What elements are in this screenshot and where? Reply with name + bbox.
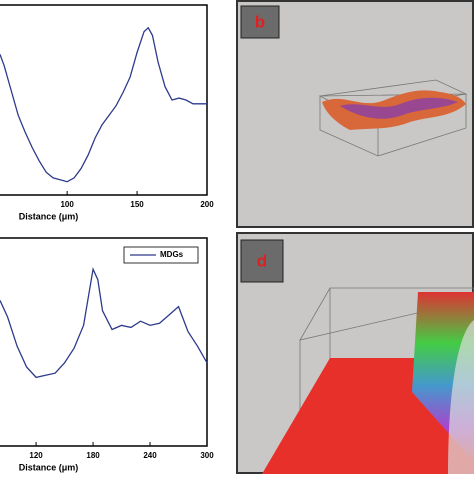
wave bbox=[448, 320, 474, 474]
x-tick-label: 300 bbox=[200, 451, 214, 460]
x-tick-label: 100 bbox=[60, 200, 74, 209]
x-tick-label: 120 bbox=[29, 451, 43, 460]
x-tick-label: 200 bbox=[200, 200, 214, 209]
x-axis-label: Distance (μm) bbox=[19, 462, 79, 472]
legend-box bbox=[123, 246, 199, 264]
x-axis-label: Distance (μm) bbox=[19, 211, 79, 221]
panel-label: b bbox=[255, 12, 265, 31]
x-tick-label: 180 bbox=[86, 451, 100, 460]
surface-ridge bbox=[340, 97, 458, 119]
x-tick-label: 150 bbox=[130, 200, 144, 209]
label-box bbox=[240, 5, 280, 39]
legend-label: MDGs bbox=[160, 250, 184, 259]
panel-label: d bbox=[257, 251, 267, 270]
data-line bbox=[0, 26, 207, 183]
label-box bbox=[240, 239, 284, 283]
plot-frame bbox=[0, 4, 208, 196]
box-3d bbox=[299, 287, 474, 420]
data-line bbox=[0, 267, 208, 379]
x-tick-label: 240 bbox=[143, 451, 157, 460]
plot-frame bbox=[0, 237, 208, 447]
